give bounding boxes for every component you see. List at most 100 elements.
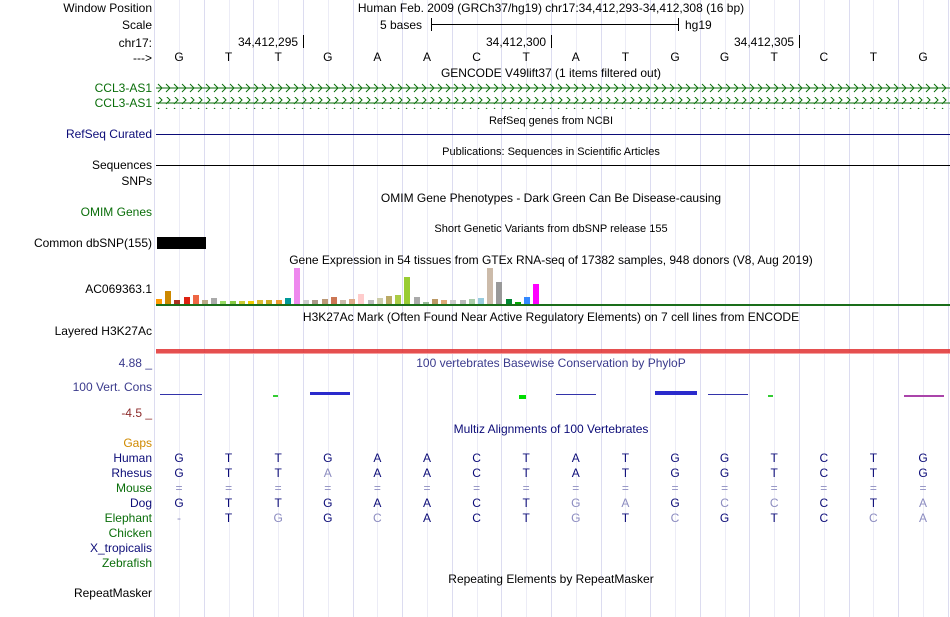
publications-line[interactable]: [156, 165, 950, 166]
gtex-tissue-bar[interactable]: [404, 277, 410, 304]
grid-line-fine: [824, 0, 825, 617]
multiz-species-label[interactable]: Mouse: [115, 481, 152, 495]
gtex-tissue-bar[interactable]: [285, 298, 291, 304]
grid-line-fine: [477, 0, 478, 617]
dna-base: T: [621, 50, 630, 64]
refseq-track-label[interactable]: RefSeq Curated: [65, 127, 152, 141]
multiz-base: =: [225, 481, 233, 495]
scale-bar: [431, 24, 679, 25]
multiz-base: C: [769, 496, 779, 510]
gtex-tissue-bar[interactable]: [496, 282, 502, 304]
gencode-transcripts[interactable]: [156, 82, 950, 110]
h3k27ac-track-label[interactable]: Layered H3K27Ac: [54, 324, 152, 338]
publications-track-label[interactable]: Sequences: [91, 158, 152, 172]
strand-arrow-label: --->: [133, 51, 152, 65]
gtex-tissue-bar[interactable]: [386, 296, 392, 304]
refseq-track-title: RefSeq genes from NCBI: [488, 115, 614, 127]
conservation-signal[interactable]: [156, 388, 950, 402]
gtex-tissue-bar[interactable]: [174, 300, 180, 304]
multiz-species-label[interactable]: X_tropicalis: [89, 541, 152, 555]
multiz-base: A: [918, 511, 927, 525]
gtex-track-label[interactable]: AC069363.1: [85, 282, 152, 296]
gtex-tissue-bar[interactable]: [460, 300, 466, 304]
gtex-tissue-bar[interactable]: [239, 301, 245, 304]
refseq-gene-line[interactable]: [156, 134, 950, 135]
grid-line: [501, 0, 502, 617]
gtex-tissue-bar[interactable]: [506, 299, 512, 304]
cons-seg: [310, 392, 350, 395]
scale-label: Scale: [121, 18, 152, 32]
multiz-base: T: [621, 466, 630, 480]
multiz-base: T: [274, 496, 282, 510]
gtex-tissue-bar[interactable]: [294, 268, 300, 304]
gtex-tissue-bar[interactable]: [322, 299, 328, 304]
gtex-tissue-bar[interactable]: [156, 299, 162, 304]
gtex-tissue-bar[interactable]: [184, 297, 190, 304]
gtex-tissue-bar[interactable]: [450, 300, 456, 304]
gtex-tissue-bar[interactable]: [395, 295, 401, 304]
repeatmasker-track-label[interactable]: RepeatMasker: [73, 586, 152, 600]
gtex-tissue-bar[interactable]: [524, 297, 530, 304]
gtex-tissue-bar[interactable]: [469, 299, 475, 304]
multiz-species-label[interactable]: Elephant: [104, 511, 152, 525]
multiz-base: =: [820, 481, 828, 495]
multiz-species-label[interactable]: Dog: [129, 496, 152, 510]
gtex-tissue-bar[interactable]: [193, 295, 199, 304]
gtex-tissue-bar[interactable]: [377, 298, 383, 304]
multiz-base: C: [819, 451, 829, 465]
gtex-expression-bars[interactable]: [156, 268, 546, 304]
multiz-base: =: [522, 481, 530, 495]
grid-line: [799, 0, 800, 617]
multiz-base: T: [869, 496, 878, 510]
gtex-tissue-bar[interactable]: [202, 300, 208, 304]
gtex-tissue-bar[interactable]: [230, 301, 236, 304]
gtex-tissue-bar[interactable]: [248, 301, 254, 304]
dbsnp-track-label[interactable]: Common dbSNP(155): [33, 236, 152, 250]
gtex-tissue-bar[interactable]: [515, 302, 521, 304]
gencode-item-label-1[interactable]: CCL3-AS1: [94, 81, 152, 95]
gtex-tissue-bar[interactable]: [303, 300, 309, 304]
gtex-tissue-bar[interactable]: [533, 284, 539, 304]
gtex-tissue-bar[interactable]: [257, 300, 263, 304]
gtex-tissue-bar[interactable]: [340, 300, 346, 304]
gtex-tissue-bar[interactable]: [414, 297, 420, 304]
gtex-tissue-bar[interactable]: [478, 298, 484, 304]
gtex-tissue-bar[interactable]: [211, 298, 217, 304]
omim-track-label[interactable]: OMIM Genes: [80, 205, 152, 219]
multiz-base: G: [323, 496, 333, 510]
gtex-tissue-bar[interactable]: [487, 268, 493, 304]
gencode-item-label-2[interactable]: CCL3-AS1: [94, 96, 152, 110]
cons-seg: [519, 395, 526, 399]
dna-base: C: [819, 50, 829, 64]
multiz-base: C: [819, 511, 829, 525]
gtex-tissue-bar[interactable]: [312, 300, 318, 304]
gtex-tissue-bar[interactable]: [331, 297, 337, 304]
gtex-tissue-bar[interactable]: [358, 294, 364, 304]
assembly-label: hg19: [685, 18, 712, 32]
gtex-tissue-bar[interactable]: [349, 299, 355, 304]
gtex-tissue-bar[interactable]: [423, 302, 429, 304]
h3k27ac-signal[interactable]: [156, 349, 950, 353]
gtex-tissue-bar[interactable]: [368, 300, 374, 304]
gtex-tissue-bar[interactable]: [276, 300, 282, 304]
chrom-label: chr17:: [118, 36, 152, 50]
gtex-tissue-bar[interactable]: [441, 300, 447, 304]
gtex-baseline: [156, 304, 950, 306]
multiz-base: T: [522, 511, 530, 525]
dbsnp-variant-block[interactable]: [157, 237, 206, 249]
grid-line-fine: [229, 0, 230, 617]
multiz-species-label[interactable]: Chicken: [108, 526, 152, 540]
gtex-tissue-bar[interactable]: [165, 291, 171, 304]
multiz-species-label[interactable]: Rhesus: [111, 466, 152, 480]
gtex-tissue-bar[interactable]: [266, 300, 272, 304]
multiz-base: =: [721, 481, 729, 495]
conservation-track-label[interactable]: 100 Vert. Cons: [72, 380, 152, 394]
multiz-base: C: [472, 496, 481, 510]
gtex-tissue-bar[interactable]: [220, 301, 226, 304]
gtex-tissue-bar[interactable]: [432, 299, 438, 304]
conservation-max-label: 4.88 _: [118, 356, 152, 370]
gaps-label: Gaps: [123, 436, 152, 450]
multiz-species-label[interactable]: Human: [113, 451, 152, 465]
multiz-species-label[interactable]: Zebrafish: [101, 556, 152, 570]
